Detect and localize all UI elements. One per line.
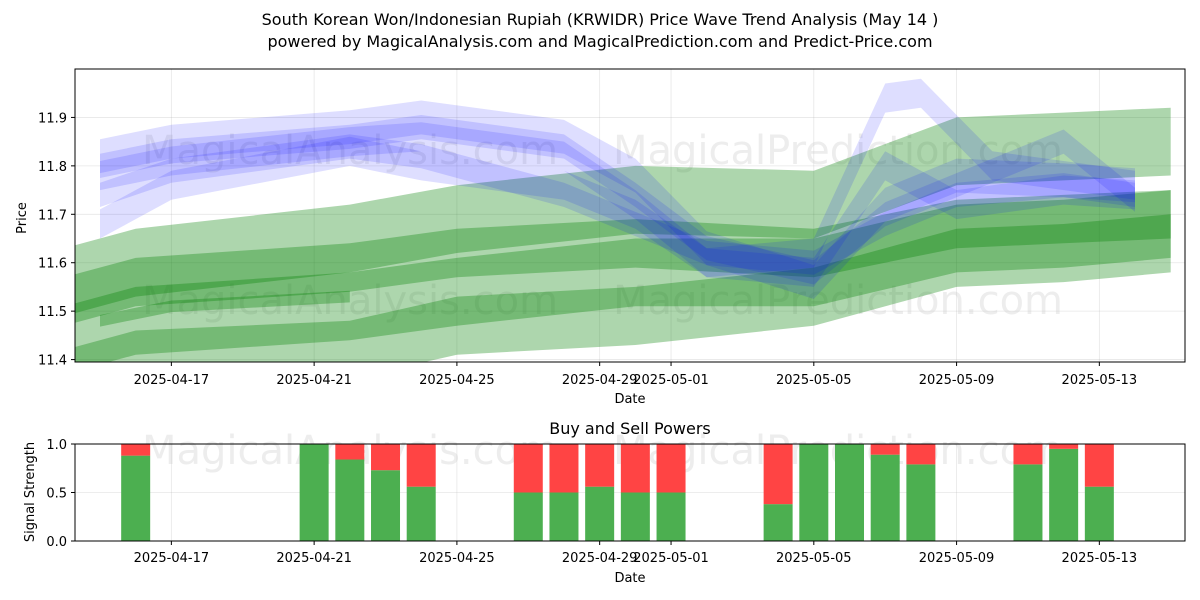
price-x-tick-label: 2025-04-25	[419, 373, 495, 388]
watermark-text: MagicalPrediction.com	[613, 128, 1063, 174]
signal-y-tick-label: 1.0	[46, 438, 67, 453]
signal-y-axis-label: Signal Strength	[23, 442, 38, 542]
price-panel: MagicalAnalysis.com MagicalPrediction.com…	[15, 68, 1186, 407]
buy-bar	[1084, 486, 1114, 541]
signal-x-tick-label: 2025-05-09	[919, 551, 995, 566]
sell-bar	[513, 444, 543, 493]
price-x-tick-label: 2025-04-29	[562, 373, 638, 388]
price-y-tick-label: 11.4	[38, 354, 67, 369]
buy-bar	[513, 492, 543, 541]
green-wave-band	[75, 214, 1171, 362]
green-wave-band	[75, 190, 1171, 323]
watermark-text: MagicalAnalysis.com	[142, 278, 558, 324]
buy-bar	[406, 486, 436, 541]
signal-x-tick-label: 2025-04-29	[562, 551, 638, 566]
price-y-tick-label: 11.9	[38, 111, 67, 126]
buy-bar	[835, 444, 865, 541]
signal-x-tick-label: 2025-05-01	[633, 551, 709, 566]
price-x-tick-label: 2025-04-17	[134, 373, 210, 388]
buy-bar	[1049, 448, 1079, 541]
buy-bar	[870, 454, 900, 541]
blue-wave-band	[100, 78, 1135, 278]
buy-bar	[620, 492, 650, 541]
buy-bar	[763, 504, 793, 541]
sell-bar	[1013, 444, 1043, 465]
price-x-tick-label: 2025-04-21	[276, 373, 352, 388]
signal-x-tick-label: 2025-05-05	[776, 551, 852, 566]
buy-bar	[549, 492, 579, 541]
watermark-text: MagicalPrediction.com	[613, 278, 1063, 324]
price-y-tick-label: 11.7	[38, 208, 67, 223]
sell-bar	[1084, 444, 1114, 487]
sell-bar	[585, 444, 615, 487]
signal-x-tick-label: 2025-04-21	[276, 551, 352, 566]
price-y-axis-label: Price	[15, 202, 30, 234]
buy-bar	[121, 455, 151, 541]
signal-y-tick-label: 0.5	[46, 487, 67, 502]
sell-bar	[549, 444, 579, 493]
buy-bar	[656, 492, 686, 541]
price-x-axis-label: Date	[614, 392, 645, 407]
green-wave-band	[100, 290, 350, 327]
buy-bar	[585, 486, 615, 541]
blue-wave-band	[100, 122, 1135, 287]
price-plot-area	[75, 69, 1185, 362]
green-wave-band	[75, 107, 1171, 314]
blue-wave-band	[100, 115, 1135, 285]
sell-bar	[870, 444, 900, 455]
price-y-tick-label: 11.8	[38, 160, 67, 175]
blue-wave-band	[100, 134, 1135, 275]
sell-bar	[906, 444, 936, 465]
chart-title-line1: South Korean Won/Indonesian Rupiah (KRWI…	[262, 10, 939, 29]
sell-bar	[656, 444, 686, 493]
chart-title-line2: powered by MagicalAnalysis.com and Magic…	[267, 32, 932, 51]
sell-bar	[763, 444, 793, 505]
signal-x-tick-label: 2025-04-17	[134, 551, 210, 566]
signal-x-axis-label: Date	[614, 571, 645, 586]
price-y-tick-label: 11.5	[38, 305, 67, 320]
buy-bar	[1013, 464, 1043, 541]
signal-panel-title: Buy and Sell Powers	[549, 419, 711, 438]
sell-bar	[335, 444, 365, 460]
price-plot-frame	[74, 68, 1186, 363]
signal-x-tick-label: 2025-05-13	[1062, 551, 1138, 566]
price-x-tick-label: 2025-05-13	[1062, 373, 1138, 388]
sell-bar	[406, 444, 436, 487]
buy-bar	[299, 444, 329, 541]
sell-bar	[371, 444, 401, 471]
price-y-tick-label: 11.6	[38, 257, 67, 272]
signal-x-tick-label: 2025-04-25	[419, 551, 495, 566]
buy-bar	[906, 464, 936, 541]
blue-wave-band	[100, 100, 1135, 299]
buy-bar	[371, 470, 401, 541]
buy-bar	[799, 444, 829, 541]
sell-bar	[620, 444, 650, 493]
signal-panel: MagicalAnalysis.comMagicalPrediction.com…	[23, 419, 1186, 586]
price-x-tick-label: 2025-05-01	[633, 373, 709, 388]
watermark-text: MagicalAnalysis.com	[142, 128, 558, 174]
sell-bar	[1049, 444, 1079, 449]
price-x-tick-label: 2025-05-05	[776, 373, 852, 388]
green-wave-band	[75, 190, 1171, 362]
buy-bar	[335, 459, 365, 541]
price-x-tick-label: 2025-05-09	[919, 373, 995, 388]
sell-bar	[121, 444, 151, 456]
signal-y-tick-label: 0.0	[46, 535, 67, 550]
